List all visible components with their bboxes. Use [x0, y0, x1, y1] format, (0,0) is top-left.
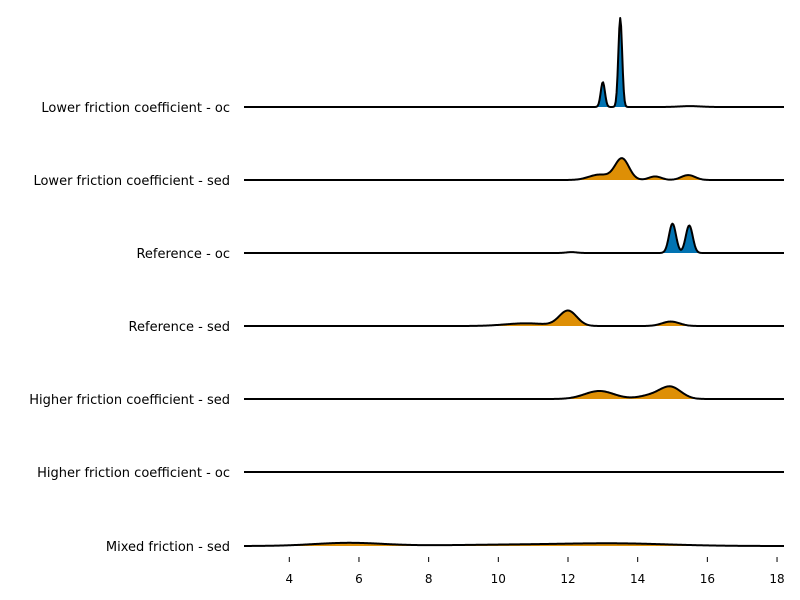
x-tick-label: 6	[355, 572, 363, 586]
row-label: Lower friction coefficient - sed	[33, 174, 230, 189]
ridge-outline	[243, 385, 785, 400]
ridge-fill	[244, 386, 784, 399]
ridge-outline	[243, 157, 785, 181]
x-tick-label: 10	[491, 572, 506, 586]
ridge-outline	[243, 309, 785, 327]
x-tick-label: 4	[285, 572, 293, 586]
x-tick-label: 12	[560, 572, 575, 586]
ridges	[243, 17, 785, 547]
ridge-fill	[244, 158, 784, 180]
row-labels: Lower friction coefficient - oc Lower fri…	[29, 101, 230, 555]
row-label: Higher friction coefficient - sed	[29, 393, 230, 408]
ridge-fill	[244, 223, 784, 253]
ridge-outline	[243, 17, 785, 108]
x-tick-label: 18	[769, 572, 784, 586]
row-label: Lower friction coefficient - oc	[41, 101, 230, 116]
ridge-higher-friction-coefficient-sed	[243, 385, 785, 400]
row-label: Higher friction coefficient - oc	[37, 466, 230, 481]
ridge-outline	[243, 222, 785, 254]
ridge-lower-friction-coefficient-oc	[243, 17, 785, 108]
ridge-reference-oc	[243, 222, 785, 254]
ridge-outline	[243, 541, 785, 547]
row-label: Reference - sed	[129, 320, 230, 335]
row-label: Reference - oc	[136, 247, 230, 262]
x-axis: 4 6 8 10 12 14 16 18	[285, 557, 785, 586]
row-label: Mixed friction - sed	[106, 540, 230, 555]
x-tick-label: 16	[700, 572, 715, 586]
ridge-reference-sed	[243, 309, 785, 327]
ridge-mixed-friction-sed	[243, 541, 785, 547]
x-tick-label: 14	[630, 572, 645, 586]
x-tick-label: 8	[425, 572, 433, 586]
ridge-lower-friction-coefficient-sed	[243, 157, 785, 181]
ridge-fill	[244, 18, 784, 107]
